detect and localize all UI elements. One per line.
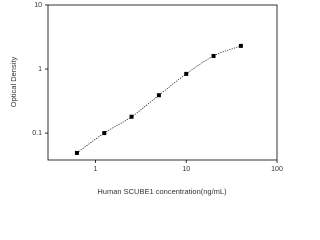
x-tick-label: 1: [94, 166, 98, 173]
chart: Human SCUBE1 concentration(ng/mL) Optica…: [9, 2, 283, 196]
fit-line: [76, 45, 242, 154]
data-point: [102, 131, 107, 136]
x-tick-label: 100: [271, 166, 283, 173]
data-point: [211, 53, 216, 58]
data-point: [184, 71, 189, 76]
data-point: [156, 93, 161, 98]
data-point: [74, 150, 79, 155]
x-axis-title: Human SCUBE1 concentration(ng/mL): [97, 187, 227, 196]
y-axis-title: Optical Density: [9, 57, 18, 108]
y-tick-label: 1: [38, 66, 42, 73]
y-tick-label: 10: [34, 2, 42, 9]
x-tick-label: 10: [182, 166, 190, 173]
data-point: [129, 114, 134, 119]
y-tick-label: 0.1: [32, 130, 42, 137]
plot-frame: [47, 4, 278, 161]
data-point: [238, 43, 243, 48]
